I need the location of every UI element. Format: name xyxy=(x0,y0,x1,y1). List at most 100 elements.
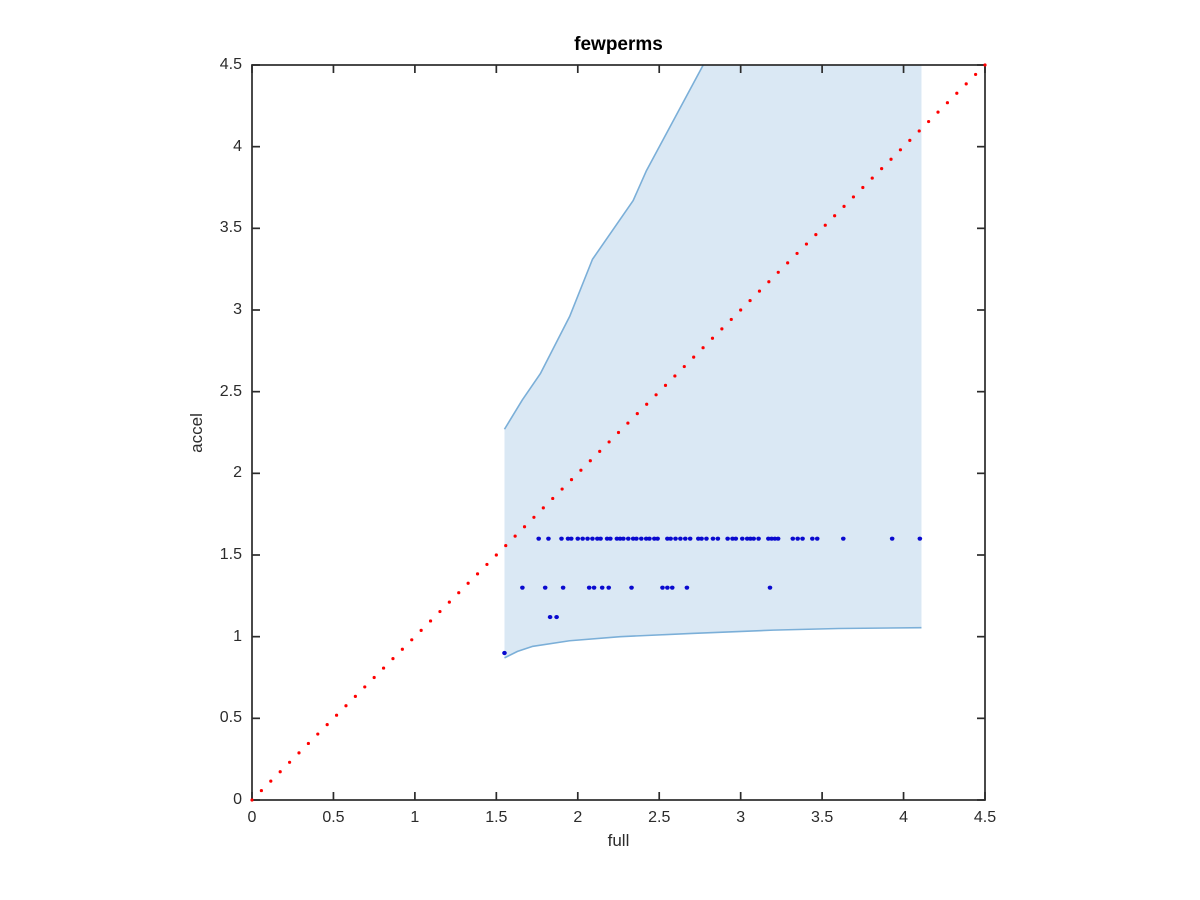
reference-line-dot xyxy=(250,798,254,802)
data-point xyxy=(542,585,548,590)
data-point xyxy=(800,536,805,541)
reference-line-dot xyxy=(363,685,367,689)
data-point xyxy=(814,536,820,541)
data-point xyxy=(647,536,652,541)
x-axis-label: full xyxy=(607,831,630,850)
data-point xyxy=(559,536,564,541)
data-point xyxy=(739,536,745,541)
data-point xyxy=(625,536,631,541)
reference-line-dot xyxy=(447,600,451,604)
reference-line-dot xyxy=(325,723,329,727)
reference-line-dot xyxy=(316,732,320,736)
data-point xyxy=(546,536,551,541)
reference-line-dot xyxy=(513,534,517,538)
reference-line-dot xyxy=(372,675,376,680)
data-point xyxy=(715,536,721,541)
reference-line-dot xyxy=(381,666,386,670)
reference-line-dot xyxy=(494,553,498,557)
y-tick-label: 1 xyxy=(233,627,242,645)
y-tick-label: 0 xyxy=(233,791,242,808)
data-point xyxy=(630,536,636,541)
data-point xyxy=(608,536,613,541)
data-point xyxy=(604,536,610,541)
data-point xyxy=(617,536,623,541)
reference-line-dot xyxy=(419,628,423,632)
reference-line-dot xyxy=(598,449,602,453)
reference-line-dot xyxy=(673,374,677,378)
data-point xyxy=(591,585,597,590)
reference-line-dot xyxy=(297,751,301,755)
reference-line-dot xyxy=(334,713,339,717)
x-tick-label: 2 xyxy=(573,809,583,826)
data-point xyxy=(554,614,559,620)
data-point xyxy=(568,536,574,541)
confidence-region-fill xyxy=(504,65,922,658)
reference-line-dot xyxy=(729,317,733,322)
data-point xyxy=(565,536,571,541)
reference-line-dot xyxy=(917,129,921,133)
y-tick-label: 2.5 xyxy=(219,382,242,400)
reference-line-dot xyxy=(880,167,884,171)
data-point xyxy=(580,536,585,541)
x-tick-label: 2.5 xyxy=(648,809,671,826)
data-point xyxy=(733,536,739,541)
data-point xyxy=(917,536,923,541)
data-point xyxy=(704,536,709,541)
reference-line-dot xyxy=(428,619,433,623)
reference-line-dot xyxy=(908,138,912,142)
reference-line-dot xyxy=(983,63,987,67)
data-point xyxy=(767,585,773,590)
data-point xyxy=(560,585,566,590)
data-point xyxy=(586,585,592,590)
data-point xyxy=(699,536,704,541)
reference-line-dot xyxy=(626,421,630,425)
data-point xyxy=(710,536,716,541)
data-point xyxy=(585,536,590,541)
reference-line-dot xyxy=(579,468,583,472)
reference-line-dot xyxy=(259,788,263,793)
data-point xyxy=(547,614,553,620)
y-tick-label: 3 xyxy=(233,301,242,318)
reference-line-dot xyxy=(692,355,696,359)
reference-line-dot xyxy=(616,430,621,435)
data-point xyxy=(520,585,525,590)
reference-line-dot xyxy=(682,364,686,369)
x-tick-label: 0 xyxy=(247,809,257,826)
data-point xyxy=(590,536,595,541)
x-tick-label: 1 xyxy=(410,809,420,826)
data-point xyxy=(598,536,603,541)
data-point xyxy=(665,536,670,541)
data-point xyxy=(652,536,657,541)
y-tick-label: 3.5 xyxy=(219,219,242,237)
data-point xyxy=(502,650,507,656)
reference-line-dot xyxy=(964,82,968,86)
data-point xyxy=(889,536,895,541)
reference-line-dot xyxy=(391,657,395,661)
reference-line-dot xyxy=(861,185,865,190)
y-tick-label: 0.5 xyxy=(219,709,242,727)
reference-line-dot xyxy=(541,506,545,510)
reference-line-dot xyxy=(344,704,348,708)
data-point xyxy=(621,536,626,541)
reference-line-dot xyxy=(466,581,470,585)
reference-line-dot xyxy=(551,496,555,501)
reference-line-dot xyxy=(569,478,574,482)
data-point xyxy=(810,536,815,541)
reference-line-dot xyxy=(645,402,649,406)
reference-line-dot xyxy=(269,779,273,783)
reference-line-dot xyxy=(522,525,527,529)
y-tick-label: 4 xyxy=(233,137,242,155)
data-point xyxy=(665,585,670,590)
reference-line-dot xyxy=(287,760,292,764)
reference-line-dot xyxy=(485,562,489,567)
data-point xyxy=(756,536,761,541)
reference-line-dot xyxy=(710,336,715,340)
data-point xyxy=(684,585,690,590)
data-point xyxy=(790,536,796,541)
data-point xyxy=(696,536,701,541)
reference-line-dot xyxy=(739,308,743,312)
reference-line-dot xyxy=(936,110,940,114)
data-point xyxy=(629,585,634,590)
